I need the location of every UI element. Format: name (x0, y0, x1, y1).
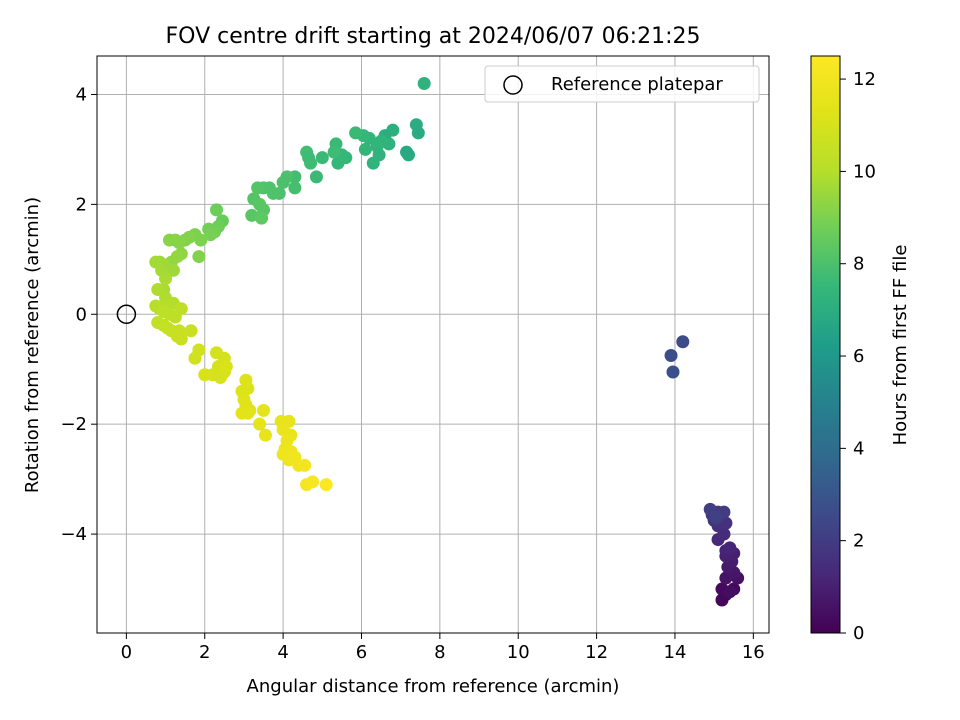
scatter-point (400, 145, 414, 159)
scatter-point (258, 428, 272, 442)
scatter-point (198, 368, 212, 382)
scatter-point (319, 478, 333, 492)
scatter-point (184, 324, 198, 338)
scatter-point (192, 250, 206, 264)
scatter-point (174, 332, 188, 346)
legend-reference-marker (503, 75, 523, 95)
scatter-point (302, 151, 316, 165)
x-tick-label: 10 (507, 642, 530, 663)
x-tick-label: 8 (434, 642, 445, 663)
scatter-point (257, 403, 271, 417)
scatter-point (213, 370, 227, 384)
scatter-point (327, 145, 341, 159)
scatter-point (666, 365, 680, 379)
y-tick-label: 0 (76, 304, 87, 325)
scatter-point (166, 263, 180, 277)
scatter-point (298, 458, 312, 472)
colorbar-tick-label: 12 (853, 69, 876, 90)
y-tick-label: 4 (76, 84, 87, 105)
scatter-point (255, 211, 269, 225)
colorbar-tick-label: 8 (853, 254, 864, 275)
y-tick-label: −4 (60, 524, 87, 545)
scatter-point (709, 511, 723, 525)
scatter-point (168, 310, 182, 324)
scatter-point (276, 175, 290, 189)
x-tick-label: 2 (199, 642, 210, 663)
scatter-point (151, 283, 165, 297)
scatter-point (188, 351, 202, 365)
scatter-point (723, 585, 737, 599)
scatter-point (306, 475, 320, 489)
reference-marker-layer (116, 304, 137, 325)
x-axis-ticks: 0 2 4 6 8 10 12 14 16 (121, 633, 765, 663)
reference-platepar-marker (116, 304, 137, 325)
scatter-point (366, 156, 380, 170)
scatter-point (358, 142, 372, 156)
scatter-point (219, 359, 233, 373)
y-axis-ticks: −4 −2 0 2 4 (60, 84, 97, 545)
legend-box (484, 65, 760, 103)
y-tick-label: −2 (60, 414, 87, 435)
scatter-point (664, 348, 678, 362)
scatter-point (162, 233, 176, 247)
colorbar-ticks: 0 2 4 6 8 10 12 (840, 69, 876, 644)
x-tick-label: 14 (664, 642, 687, 663)
colorbar-tick-label: 2 (853, 531, 864, 552)
scatter-point (309, 170, 323, 184)
legend: Reference platepar (484, 65, 760, 103)
scatter-point (719, 516, 733, 530)
scatter-point (676, 335, 690, 349)
colorbar-tick-label: 4 (853, 438, 864, 459)
scatter-point (266, 186, 280, 200)
scatter-point (723, 541, 737, 555)
x-tick-label: 0 (121, 642, 132, 663)
scatter-point (417, 76, 431, 90)
scatter-point (411, 126, 425, 140)
scatter-point (245, 208, 259, 222)
chart-title: FOV centre drift starting at 2024/06/07 … (166, 24, 701, 49)
plot-frame (96, 55, 770, 634)
colorbar (811, 56, 840, 633)
x-tick-label: 6 (356, 642, 367, 663)
scatter-points (149, 76, 745, 607)
legend-label: Reference platepar (551, 74, 723, 95)
scatter-point (349, 126, 363, 140)
colorbar-label: Hours from first FF file (890, 245, 911, 446)
y-tick-label: 2 (76, 194, 87, 215)
colorbar-tick-label: 0 (853, 623, 864, 644)
x-tick-label: 12 (585, 642, 608, 663)
scatter-point (253, 417, 267, 431)
scatter-point (204, 228, 218, 242)
colorbar-tick-label: 6 (853, 346, 864, 367)
x-tick-label: 16 (742, 642, 765, 663)
x-axis-label: Angular distance from reference (arcmin) (247, 676, 620, 697)
scatter-point (315, 151, 329, 165)
scatter-point (251, 181, 265, 195)
x-tick-label: 4 (277, 642, 288, 663)
scatter-point (288, 181, 302, 195)
colorbar-frame (810, 55, 841, 634)
colorbar-tick-label: 10 (853, 161, 876, 182)
y-axis-label: Rotation from reference (arcmin) (22, 197, 43, 493)
scatter-point (210, 203, 224, 217)
scatter-point (241, 406, 255, 420)
scatter-point (159, 272, 173, 286)
